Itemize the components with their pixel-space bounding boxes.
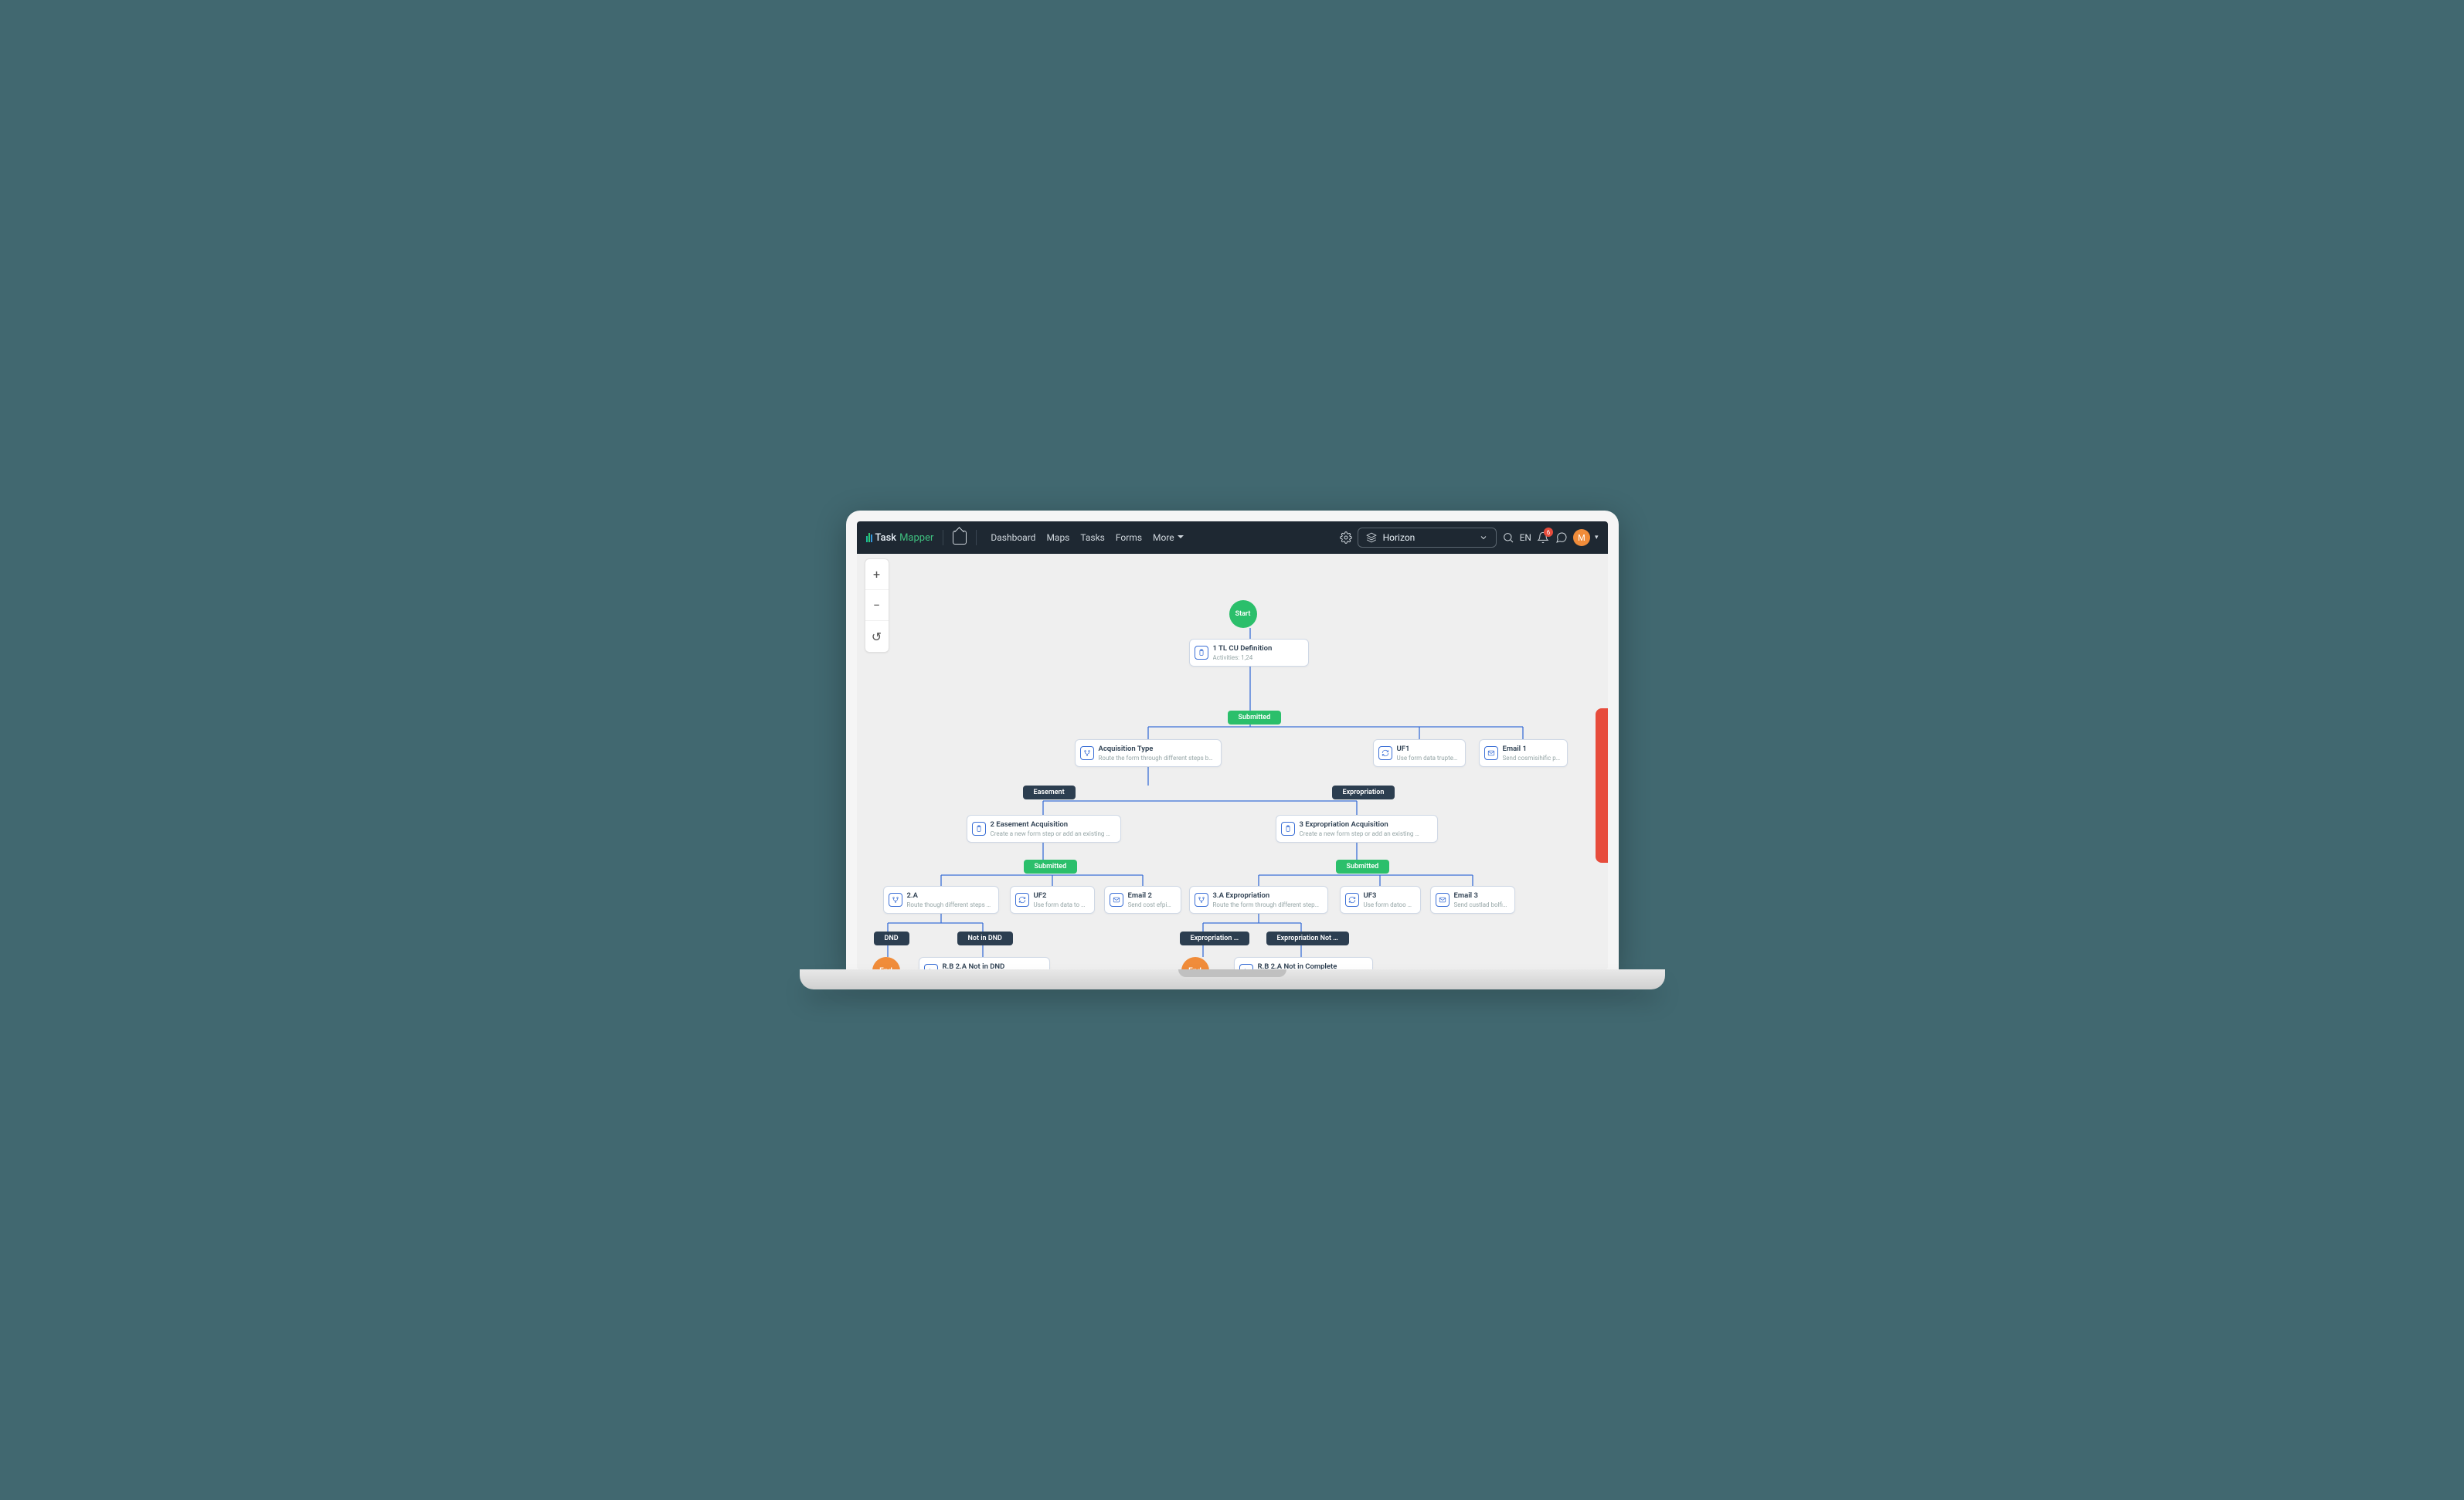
laptop-base [800,969,1665,989]
flow-node-em3[interactable]: Email 3Send custlad bolfic v… [1430,886,1515,914]
node-subtitle: Create a new form step or add an existin… [1300,830,1431,837]
settings-icon[interactable] [1339,531,1353,545]
flow-node-a2[interactable]: 2.ARoute though different steps bas… [883,886,999,914]
condition-pill[interactable]: Expropriation [1332,786,1395,799]
flow-node-rb3[interactable]: R.B 2.A Not in CompleteJump back to prev… [1234,957,1373,969]
node-subtitle: Route though different steps bas… [907,901,992,908]
flow-node-em2[interactable]: Email 2Send cost efpi… [1104,886,1181,914]
divider [976,530,977,545]
flow-node-a3[interactable]: 3.A ExpropriationRoute the form through … [1189,886,1328,914]
node-title: Email 3 [1454,891,1508,900]
brand[interactable]: TaskMapper [866,532,934,544]
condition-pill[interactable]: Expropriation … [1180,932,1250,945]
home-icon[interactable] [953,531,967,545]
mail-icon [1110,893,1123,907]
condition-pill[interactable]: Expropriation Not … [1266,932,1349,945]
notifications-icon[interactable]: 6 [1536,531,1550,545]
layers-icon [1366,532,1377,543]
flow-node-uf1[interactable]: UF1 Use form data trupted four… [1373,739,1466,767]
node-title: R.B 2.A Not in DND [943,962,1043,969]
refresh-icon [1378,746,1392,760]
nav-more[interactable]: More [1153,532,1184,543]
branch-icon [1195,893,1208,907]
condition-pill[interactable]: Submitted [1336,860,1390,874]
brand-logo-icon [866,533,872,542]
node-subtitle: Route the form through different steps b… [1099,755,1215,762]
node-subtitle: Route the form through different steps b… [1213,901,1321,908]
main-nav: Dashboard Maps Tasks Forms More [991,532,1183,543]
node-title: UF2 [1034,891,1088,900]
app-screen: TaskMapper Dashboard Maps Tasks Forms Mo… [857,521,1608,969]
flow-node-rb2[interactable]: R.B 2.A Not in DNDJump back to previous … [919,957,1050,969]
brand-text-2: Mapper [899,532,933,544]
node-title: 3 Expropriation Acquisition [1300,820,1431,829]
notification-badge: 6 [1544,528,1553,537]
search-icon[interactable] [1501,531,1515,545]
condition-pill[interactable]: Submitted [1228,711,1282,725]
flow-node-uf3[interactable]: UF3Use form datoo upver… [1340,886,1421,914]
node-subtitle: Activities: 1,24 [1213,654,1302,661]
workspace-selector[interactable]: Horizon [1358,528,1497,548]
flow-node-n1[interactable]: 1 TL CU DefinitionActivities: 1,24 [1189,639,1309,667]
laptop-mockup: TaskMapper Dashboard Maps Tasks Forms Mo… [846,511,1619,989]
back-icon [1239,964,1253,969]
brand-text-1: Task [875,532,897,544]
condition-pill[interactable]: Easement [1023,786,1076,799]
chevron-down-icon [1479,533,1488,542]
branch-icon [1080,746,1094,760]
condition-pill[interactable]: Submitted [1024,860,1078,874]
mail-icon [1484,746,1498,760]
node-subtitle: Create a new form step or add an existin… [991,830,1114,837]
node-subtitle: Send custlad bolfic v… [1454,901,1508,908]
clipboard-icon [1281,822,1295,836]
nav-tasks[interactable]: Tasks [1080,532,1105,543]
chat-icon[interactable] [1555,531,1568,545]
node-title: 2.A [907,891,992,900]
node-subtitle: Send cost efpi… [1128,901,1174,908]
node-title: UF3 [1364,891,1414,900]
node-title: 3.A Expropriation [1213,891,1321,900]
nav-forms[interactable]: Forms [1116,532,1142,543]
node-title: 2 Easement Acquisition [991,820,1114,829]
clipboard-icon [972,822,986,836]
refresh-icon [1015,893,1029,907]
node-subtitle: Use form data to un for… [1034,901,1088,908]
flow-node-uf2[interactable]: UF2Use form data to un for… [1010,886,1095,914]
flow-node-em1[interactable]: Email 1 Send cosmisihific peopl… [1479,739,1568,767]
language-toggle[interactable]: EN [1520,532,1531,543]
workflow-canvas[interactable]: + − ↺ Start1 TL CU DefinitionActivities:… [857,554,1608,969]
mail-icon [1436,893,1450,907]
nav-maps[interactable]: Maps [1046,532,1069,543]
node-title: 1 TL CU Definition [1213,644,1302,653]
node-title: Email 2 [1128,891,1174,900]
screen-bezel: TaskMapper Dashboard Maps Tasks Forms Mo… [846,511,1619,969]
node-subtitle: Use form datoo upver… [1364,901,1414,908]
refresh-icon [1345,893,1359,907]
node-title: Acquisition Type [1099,745,1215,753]
node-title: Email 1 [1503,745,1561,753]
branch-icon [889,893,902,907]
nav-dashboard[interactable]: Dashboard [991,532,1035,543]
clipboard-icon [1195,646,1208,660]
condition-pill[interactable]: DND [874,932,909,945]
node-subtitle: Send cosmisihific peopl… [1503,755,1561,762]
back-icon [924,964,938,969]
flow-node-ease[interactable]: 2 Easement AcquisitionCreate a new form … [967,815,1121,843]
topbar: TaskMapper Dashboard Maps Tasks Forms Mo… [857,521,1608,554]
chevron-down-icon[interactable]: ▾ [1595,534,1599,541]
node-subtitle: Use form data trupted four… [1397,755,1459,762]
flow-node-exp[interactable]: 3 Expropriation AcquisitionCreate a new … [1276,815,1438,843]
flow-node-acq[interactable]: Acquisition Type Route the form through d… [1075,739,1222,767]
user-avatar[interactable]: M [1573,529,1590,546]
condition-pill[interactable]: Not in DND [957,932,1013,945]
node-title: R.B 2.A Not in Complete [1258,962,1366,969]
start-node[interactable]: Start [1229,600,1257,628]
node-title: UF1 [1397,745,1459,753]
workspace-name: Horizon [1383,532,1416,543]
